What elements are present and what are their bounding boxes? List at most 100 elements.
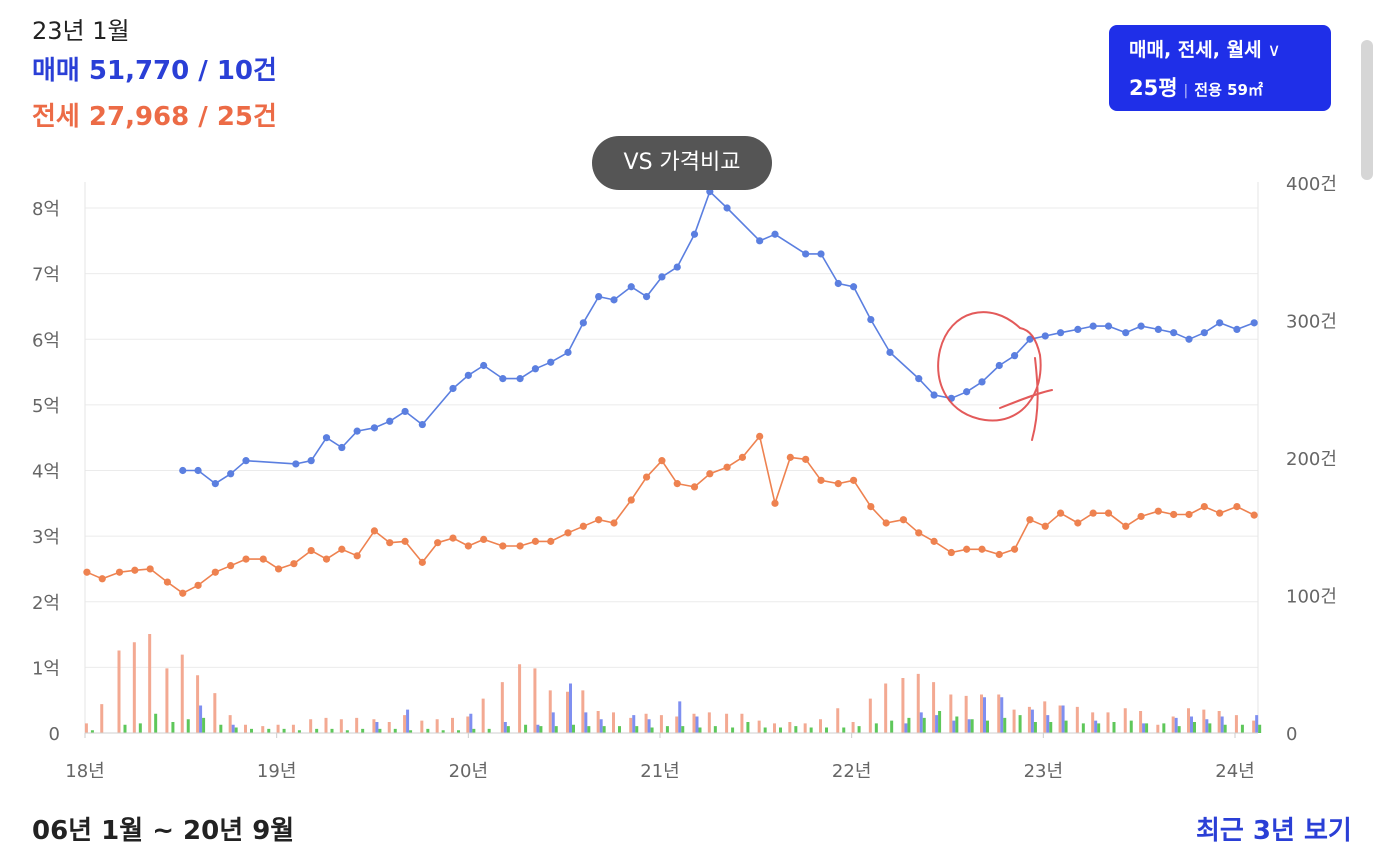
volume-bar bbox=[949, 694, 953, 733]
volume-bar bbox=[1030, 709, 1034, 733]
y-tick-label: 4억 bbox=[32, 462, 60, 483]
jeonse-price-point bbox=[1056, 509, 1065, 517]
volume-bar bbox=[952, 720, 956, 733]
jeonse-price-point bbox=[564, 529, 572, 537]
volume-bar bbox=[809, 727, 813, 733]
jeonse-price-point bbox=[1200, 502, 1208, 511]
jeonse-price-point bbox=[83, 568, 91, 576]
volume-bar bbox=[901, 678, 905, 733]
x-tick-label: 21년 bbox=[640, 761, 679, 782]
volume-bar bbox=[393, 728, 397, 733]
volume-bar bbox=[261, 726, 265, 733]
volume-bar bbox=[740, 713, 744, 733]
jeonse-price-point bbox=[1233, 502, 1241, 511]
recent-3-years-link[interactable]: 최근 3년 보기 bbox=[1196, 816, 1352, 846]
volume-bar bbox=[472, 728, 476, 733]
volume-bar bbox=[731, 727, 735, 733]
volume-bar bbox=[1171, 716, 1175, 733]
sale-price-point bbox=[292, 460, 300, 468]
volume-bar bbox=[1177, 726, 1181, 733]
volume-bar bbox=[596, 711, 600, 733]
date-range-label: 06년 1월 ~ 20년 9월 bbox=[32, 816, 295, 846]
volume-bar bbox=[1190, 716, 1193, 733]
volume-bar bbox=[1174, 717, 1178, 733]
volume-bar bbox=[695, 716, 699, 733]
volume-bar bbox=[779, 727, 782, 733]
chevron-down-icon: ∨ bbox=[1267, 40, 1281, 61]
volume-bar bbox=[234, 727, 238, 733]
sale-price-point bbox=[480, 361, 488, 370]
sale-price-point bbox=[867, 315, 875, 324]
volume-bar bbox=[874, 723, 878, 733]
volume-bar bbox=[1217, 711, 1221, 733]
volume-bar bbox=[503, 722, 507, 733]
sale-price-point bbox=[627, 283, 635, 291]
volume-bar bbox=[587, 726, 591, 733]
volume-bar bbox=[324, 717, 328, 733]
volume-bar bbox=[678, 701, 682, 733]
filter-size: 25평 | 전용 59㎡ bbox=[1129, 72, 1311, 102]
volume-bar bbox=[469, 713, 473, 733]
volume-bar bbox=[632, 715, 636, 733]
jeonse-price-point bbox=[995, 550, 1003, 559]
sale-price-point bbox=[1137, 322, 1145, 330]
volume-bar bbox=[986, 720, 989, 733]
sale-price-point bbox=[963, 388, 971, 396]
volume-bar bbox=[1123, 708, 1127, 733]
volume-bar bbox=[1094, 720, 1098, 733]
volume-bar bbox=[154, 713, 158, 733]
jeonse-price-point bbox=[1154, 507, 1162, 515]
sale-price-point bbox=[1074, 325, 1082, 334]
sale-price-point bbox=[595, 292, 603, 301]
filter-dropdown-button[interactable]: 매매, 전세, 월세 ∨ 25평 | 전용 59㎡ bbox=[1109, 25, 1331, 111]
sale-price-point bbox=[915, 375, 923, 383]
volume-bar bbox=[372, 719, 376, 733]
volume-bar bbox=[282, 728, 286, 733]
jeonse-price-point bbox=[723, 463, 731, 471]
volume-bar bbox=[1240, 724, 1244, 733]
y-tick-label: 7억 bbox=[32, 265, 60, 286]
price-chart: 0 1억 2억 3억 4억 5억 6억 7억 8억 0 100건 200건 300건 400건 18년 19년… bbox=[32, 174, 1337, 782]
jeonse-price-point bbox=[1026, 516, 1034, 524]
volume-bar bbox=[186, 719, 190, 733]
volume-bar bbox=[698, 727, 702, 733]
volume-bar bbox=[375, 722, 379, 733]
volume-bar bbox=[788, 722, 792, 733]
volume-bar bbox=[1162, 723, 1166, 733]
volume-bar bbox=[707, 712, 711, 733]
volume-bar bbox=[345, 730, 349, 733]
volume-bar bbox=[506, 726, 510, 733]
volume-bar bbox=[1058, 705, 1062, 733]
scrollbar[interactable] bbox=[1361, 40, 1373, 180]
sale-price-point bbox=[401, 407, 409, 416]
jeonse-price-point bbox=[227, 562, 235, 570]
volume-bar bbox=[938, 711, 942, 733]
volume-bar bbox=[1081, 723, 1085, 733]
volume-bar bbox=[123, 724, 127, 733]
volume-bar bbox=[904, 723, 908, 733]
volume-bar bbox=[202, 717, 206, 733]
volume-bar bbox=[922, 717, 926, 733]
volume-bar bbox=[970, 719, 974, 733]
volume-bar bbox=[964, 695, 968, 733]
jeonse-price-point bbox=[1185, 510, 1193, 519]
volume-bar bbox=[199, 705, 203, 733]
jeonse-price-point bbox=[1089, 509, 1097, 517]
jeonse-price-point bbox=[595, 516, 603, 524]
y-tick-label: 8억 bbox=[32, 199, 60, 220]
volume-bar bbox=[441, 730, 445, 733]
jeonse-price-point bbox=[1122, 522, 1130, 530]
volume-bar bbox=[1003, 717, 1007, 733]
jeonse-price-point bbox=[98, 575, 106, 583]
volume-bar bbox=[851, 722, 855, 733]
jeonse-price-point bbox=[1216, 509, 1224, 517]
volume-bar bbox=[487, 728, 491, 733]
volume-bar bbox=[339, 719, 343, 733]
jeonse-price-point bbox=[307, 546, 315, 555]
volume-bar bbox=[647, 719, 651, 733]
sale-price-point bbox=[1089, 322, 1097, 330]
volume-bar bbox=[297, 730, 301, 733]
vs-compare-button[interactable]: VS 가격비교 bbox=[592, 136, 772, 190]
volume-bar bbox=[451, 717, 454, 733]
volume-bar bbox=[1202, 709, 1206, 733]
